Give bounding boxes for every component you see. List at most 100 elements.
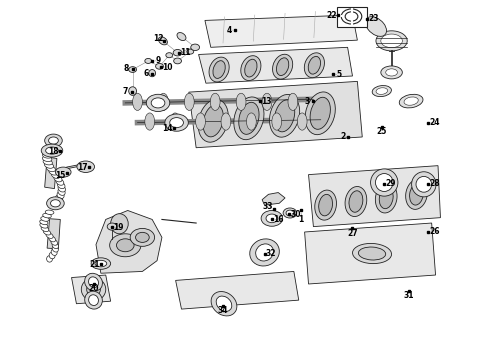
Ellipse shape <box>381 34 402 48</box>
Ellipse shape <box>85 273 102 291</box>
Ellipse shape <box>211 292 237 316</box>
Ellipse shape <box>41 226 49 231</box>
Ellipse shape <box>375 183 397 213</box>
Ellipse shape <box>297 113 307 130</box>
Ellipse shape <box>288 93 298 111</box>
Polygon shape <box>189 81 362 148</box>
Ellipse shape <box>46 233 53 238</box>
Ellipse shape <box>236 93 246 111</box>
Ellipse shape <box>51 239 57 245</box>
Text: 28: 28 <box>429 179 440 188</box>
Ellipse shape <box>47 256 52 262</box>
Ellipse shape <box>133 93 143 111</box>
Ellipse shape <box>256 244 273 261</box>
Bar <box>337 7 367 27</box>
Text: 1: 1 <box>298 215 304 224</box>
Ellipse shape <box>41 144 63 157</box>
Polygon shape <box>64 163 89 169</box>
Ellipse shape <box>375 174 393 192</box>
Text: 12: 12 <box>153 34 163 43</box>
Ellipse shape <box>173 58 181 64</box>
Polygon shape <box>72 275 111 304</box>
Ellipse shape <box>345 12 358 21</box>
Polygon shape <box>96 211 162 273</box>
Text: 17: 17 <box>77 163 88 172</box>
Text: 8: 8 <box>123 64 129 73</box>
Ellipse shape <box>47 166 55 172</box>
Ellipse shape <box>177 32 186 41</box>
Ellipse shape <box>416 176 432 192</box>
Ellipse shape <box>156 63 163 69</box>
Ellipse shape <box>49 169 57 175</box>
Text: 22: 22 <box>326 10 337 19</box>
Ellipse shape <box>196 113 205 130</box>
Text: 6: 6 <box>144 69 149 78</box>
Ellipse shape <box>245 59 257 77</box>
Ellipse shape <box>145 58 152 63</box>
Ellipse shape <box>52 243 58 249</box>
Ellipse shape <box>51 172 60 179</box>
Text: 10: 10 <box>162 63 172 72</box>
Polygon shape <box>198 47 352 83</box>
Ellipse shape <box>46 147 58 154</box>
Ellipse shape <box>41 217 49 221</box>
Text: 16: 16 <box>273 215 284 224</box>
Ellipse shape <box>58 188 65 195</box>
Ellipse shape <box>54 175 62 182</box>
Text: 18: 18 <box>49 147 59 156</box>
Circle shape <box>107 223 117 230</box>
Ellipse shape <box>381 66 402 79</box>
Ellipse shape <box>406 179 427 210</box>
Ellipse shape <box>95 260 107 267</box>
Ellipse shape <box>47 143 57 148</box>
Text: 25: 25 <box>377 127 387 136</box>
Polygon shape <box>175 271 299 309</box>
Ellipse shape <box>370 169 398 196</box>
Text: 29: 29 <box>385 179 396 188</box>
Text: 9: 9 <box>156 57 161 66</box>
Circle shape <box>286 210 294 216</box>
Ellipse shape <box>77 161 95 172</box>
Ellipse shape <box>145 113 155 130</box>
Ellipse shape <box>45 163 53 168</box>
Text: 2: 2 <box>340 132 345 141</box>
Ellipse shape <box>49 140 59 145</box>
Ellipse shape <box>51 249 57 256</box>
Polygon shape <box>205 15 357 47</box>
Text: 4: 4 <box>226 26 231 35</box>
Ellipse shape <box>270 94 300 137</box>
Ellipse shape <box>52 246 58 252</box>
Text: 7: 7 <box>122 87 128 96</box>
Circle shape <box>117 239 134 252</box>
Text: 21: 21 <box>89 260 100 269</box>
Ellipse shape <box>221 113 231 130</box>
Ellipse shape <box>276 58 289 76</box>
Circle shape <box>165 114 188 131</box>
Ellipse shape <box>210 93 220 111</box>
Ellipse shape <box>43 213 51 218</box>
Ellipse shape <box>159 93 168 111</box>
Text: 5: 5 <box>337 70 342 79</box>
Ellipse shape <box>203 105 223 137</box>
Ellipse shape <box>49 236 55 242</box>
Ellipse shape <box>376 31 407 51</box>
Ellipse shape <box>166 53 172 58</box>
Ellipse shape <box>49 252 55 259</box>
Ellipse shape <box>44 150 53 155</box>
Polygon shape <box>309 166 441 226</box>
Ellipse shape <box>262 93 272 111</box>
Text: 11: 11 <box>180 48 191 57</box>
Ellipse shape <box>45 147 55 152</box>
Ellipse shape <box>241 56 261 81</box>
Circle shape <box>45 134 62 147</box>
Ellipse shape <box>345 186 367 216</box>
Polygon shape <box>305 223 436 284</box>
Ellipse shape <box>89 295 98 306</box>
Ellipse shape <box>87 282 100 297</box>
Ellipse shape <box>187 49 194 54</box>
Ellipse shape <box>51 202 58 209</box>
Ellipse shape <box>149 69 156 77</box>
Circle shape <box>170 118 183 128</box>
Text: 23: 23 <box>368 14 379 23</box>
Ellipse shape <box>53 198 60 205</box>
